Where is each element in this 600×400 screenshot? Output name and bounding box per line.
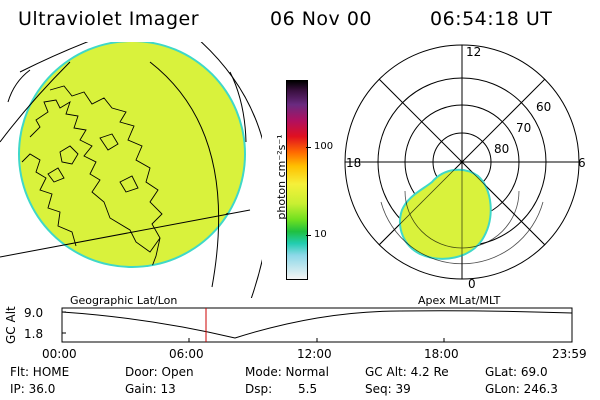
time-tick-label: 23:59 — [552, 347, 587, 361]
alt-ymin-label: 1.8 — [24, 327, 43, 341]
lat-label-60: 60 — [536, 100, 551, 114]
aurora-oval — [399, 168, 492, 260]
apex-panel-label: Apex MLat/MLT — [418, 294, 501, 307]
gc-alt-info: GC Alt: 4.2 Re — [365, 365, 449, 379]
time-tick-label: 00:00 — [42, 347, 77, 361]
mlt-label-12: 12 — [466, 45, 481, 59]
altitude-curve — [61, 310, 573, 339]
geographic-image-panel — [0, 42, 262, 298]
lat-label-70: 70 — [516, 121, 531, 135]
colorbar-unit-label: photon cm⁻²s⁻¹ — [275, 134, 288, 220]
colorbar — [286, 80, 308, 280]
lat-label-80: 80 — [494, 142, 509, 156]
time-tick-label: 12:00 — [297, 347, 332, 361]
ip-info: IP: 36.0 — [10, 382, 56, 396]
seq-info: Seq: 39 — [365, 382, 411, 396]
instrument-title: Ultraviolet Imager — [18, 8, 200, 30]
header-time: 06:54:18 UT — [430, 8, 553, 30]
header-date: 06 Nov 00 — [270, 8, 373, 30]
mlt-label-0: 0 — [468, 277, 476, 291]
polar-mlt-panel: 12 18 6 0 60 70 80 — [344, 44, 586, 291]
glon-info: GLon: 246.3 — [485, 382, 558, 396]
geo-grid — [0, 42, 262, 298]
time-tick-label: 18:00 — [424, 347, 459, 361]
geographic-panel-label: Geographic Lat/Lon — [70, 294, 178, 307]
altitude-plot: 9.0 1.8 GC Alt — [4, 306, 573, 344]
mlt-label-6: 6 — [578, 156, 586, 170]
colorbar-tick — [306, 235, 311, 236]
flight-info: Flt: HOME — [10, 365, 70, 379]
gain-info: Gain: 13 — [125, 382, 176, 396]
door-info: Door: Open — [125, 365, 194, 379]
dsp-label: Dsp: — [245, 382, 273, 396]
mlt-label-18: 18 — [346, 156, 361, 170]
alt-ymax-label: 9.0 — [24, 306, 43, 320]
colorbar-tick-label: 10 — [314, 229, 327, 240]
colorbar-tick-label: 100 — [314, 141, 334, 152]
mode-info: Mode: Normal — [245, 365, 329, 379]
colorbar-tick — [306, 147, 311, 148]
time-tick-label: 06:00 — [169, 347, 204, 361]
alt-ylabel: GC Alt — [4, 306, 18, 344]
glat-info: GLat: 69.0 — [485, 365, 548, 379]
dsp-value: 5.5 — [298, 382, 318, 396]
